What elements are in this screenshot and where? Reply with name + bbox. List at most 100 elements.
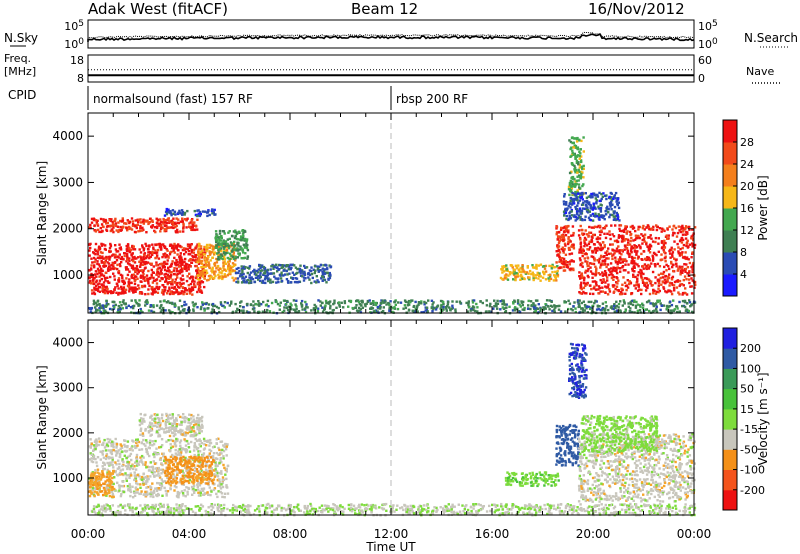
power-panel-cell-1 (170, 219, 173, 223)
power-panel-cell-11 (615, 304, 619, 308)
power-panel-cell-8 (569, 189, 573, 192)
velocity-panel-scatter (88, 342, 697, 517)
velocity-panel-cell-0 (116, 467, 119, 470)
power-panel-cell-1 (154, 230, 157, 234)
power-panel-cell-9 (646, 256, 649, 259)
power-panel-cell-2 (197, 250, 200, 253)
power-panel-cell-5 (282, 269, 285, 272)
power-panel-cell-6 (524, 272, 528, 275)
power-panel-cell-0 (115, 259, 119, 262)
power-panel-cell-0 (92, 291, 96, 294)
power-panel-cell-11 (145, 299, 148, 303)
velocity-panel-cell-0 (128, 484, 132, 488)
power-panel-cell-11 (467, 302, 470, 305)
power-panel-cell-9 (657, 291, 660, 294)
power-panel-cell-4 (196, 214, 199, 218)
power-panel-cell-9 (630, 248, 633, 251)
power-panel-cell-9 (598, 230, 601, 233)
power-panel-cell-9 (664, 274, 668, 278)
power-panel-cell-11 (513, 300, 517, 303)
power-panel-cell-11 (365, 302, 368, 305)
power-panel-cell-11 (651, 310, 655, 313)
frequency-left-label: Freq. (4, 52, 31, 65)
power-panel-cell-0 (108, 250, 111, 254)
power-panel-cell-0 (173, 242, 176, 246)
power-panel-cell-0 (191, 258, 195, 262)
power-panel-cell-0 (196, 268, 199, 272)
power-panel-cell-0 (96, 250, 99, 254)
power-panel-cell-11 (201, 301, 204, 304)
power-panel-cell-9 (637, 244, 641, 247)
power-panel-cell-4 (165, 207, 168, 211)
power-panel-cell-5 (291, 276, 295, 280)
power-panel-cell-10 (602, 192, 605, 195)
power-panel-cell-0 (133, 279, 136, 283)
power-panel-cell-9 (608, 290, 612, 293)
power-panel-cell-9 (690, 235, 693, 238)
power-panel-cell-8 (572, 146, 575, 149)
velocity-panel-cell-0 (182, 448, 185, 451)
power-panel-cell-6 (503, 274, 507, 277)
power-panel-cell-11 (564, 301, 568, 304)
power-panel-cell-9 (607, 252, 610, 256)
power-panel-cell-5 (317, 280, 320, 284)
power-panel-cell-11 (333, 301, 336, 305)
power-panel-cell-6 (513, 270, 516, 273)
power-panel-cell-0 (156, 254, 159, 257)
velocity-panel-cell-0 (138, 475, 141, 478)
power-panel-cell-5 (313, 280, 316, 283)
power-panel-cell-10 (597, 217, 601, 220)
power-panel-cell-11 (199, 307, 203, 311)
power-panel-cell-11 (338, 305, 342, 308)
power-panel-cell-0 (131, 256, 134, 259)
power-panel-cell-9 (676, 269, 679, 272)
power-panel-cell-5 (285, 269, 288, 273)
power-panel-cell-11 (108, 307, 112, 311)
power-panel-cell-0 (162, 245, 166, 248)
power-panel-cell-0 (145, 244, 148, 248)
power-panel-cell-0 (149, 276, 152, 280)
power-panel-cell-11 (117, 307, 120, 311)
power-panel-cell-5 (241, 268, 244, 272)
power-panel-cell-4 (210, 209, 214, 212)
power-panel-cell-2 (210, 251, 213, 254)
power-panel-cell-10 (565, 201, 568, 204)
power-panel-cell-0 (96, 272, 99, 276)
power-panel-cell-6 (534, 276, 537, 280)
power-panel-cell-0 (184, 267, 187, 271)
power-panel-cell-10 (611, 213, 614, 217)
power-panel-cell-11 (554, 305, 558, 308)
power-panel-cell-2 (198, 273, 201, 276)
power-panel-cell-7 (564, 260, 567, 263)
power-panel-cell-0 (93, 248, 97, 251)
power-panel-cell-0 (154, 256, 157, 260)
power-panel-cell-0 (184, 288, 187, 292)
power-panel-cell-0 (88, 268, 91, 272)
power-panel-cell-9 (611, 284, 615, 287)
power-panel-cell-0 (147, 292, 150, 296)
power-panel-cell-3 (226, 256, 229, 260)
power-panel-cell-9 (609, 267, 613, 270)
power-panel-cell-0 (93, 264, 96, 267)
power-panel-cell-9 (666, 228, 669, 231)
power-panel-cell-9 (578, 251, 581, 254)
power-panel-cell-10 (563, 195, 566, 198)
power-panel-cell-9 (686, 245, 690, 248)
power-panel-cell-9 (673, 280, 677, 284)
power-panel-cell-3 (215, 233, 218, 236)
power-panel-cell-2 (218, 271, 221, 274)
power-panel-cell-9 (591, 250, 595, 253)
power-panel-cell-9 (617, 289, 620, 292)
power-panel-cell-1 (115, 229, 118, 232)
power-panel-cell-0 (150, 273, 153, 277)
power-panel-cell-10 (570, 210, 573, 213)
velocity-panel-cell-0 (96, 468, 100, 471)
power-panel-cell-9 (648, 251, 652, 254)
power-panel-cell-11 (427, 299, 430, 302)
power-panel-cell-1 (126, 219, 129, 222)
power-panel-cell-0 (116, 284, 119, 288)
power-panel-cell-0 (131, 246, 134, 249)
power-panel-cell-1 (110, 218, 113, 221)
power-panel-cell-9 (664, 255, 667, 258)
power-panel-cell-6 (539, 275, 542, 278)
